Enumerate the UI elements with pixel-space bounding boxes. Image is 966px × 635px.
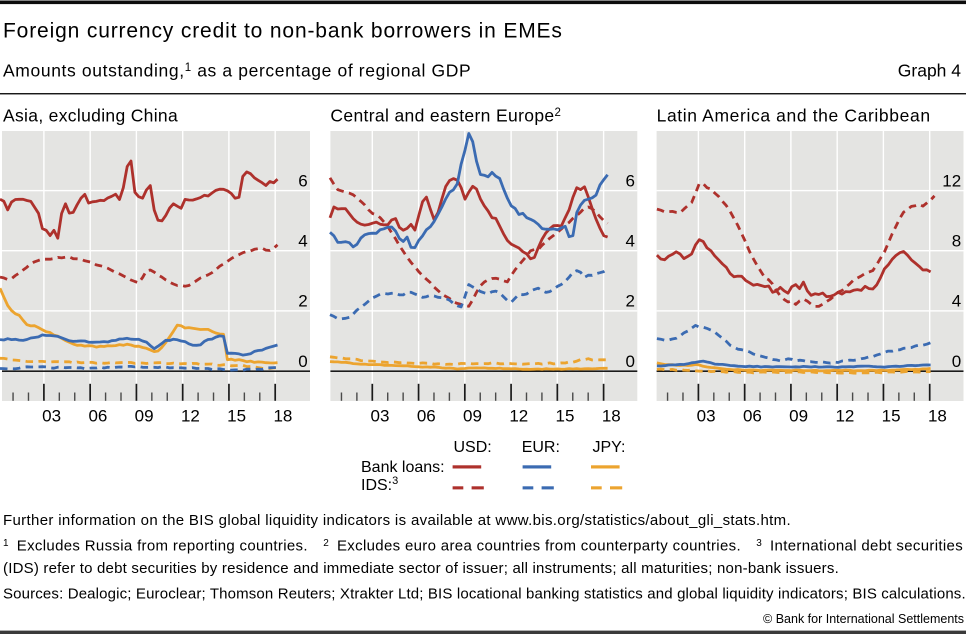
svg-text:03: 03 xyxy=(42,407,61,426)
svg-text:18: 18 xyxy=(602,407,621,426)
svg-text:12: 12 xyxy=(509,407,528,426)
svg-text:EUR:: EUR: xyxy=(522,439,560,456)
svg-text:12: 12 xyxy=(181,407,200,426)
svg-text:IDS:3: IDS:3 xyxy=(361,475,398,494)
svg-text:Bank loans:: Bank loans: xyxy=(361,459,445,476)
svg-text:15: 15 xyxy=(556,407,575,426)
svg-text:4: 4 xyxy=(298,232,307,251)
svg-text:Graph 4: Graph 4 xyxy=(898,60,961,80)
svg-text:0: 0 xyxy=(298,352,307,371)
svg-text:© Bank for International Settl: © Bank for International Settlements xyxy=(763,612,964,626)
svg-text:15: 15 xyxy=(882,407,901,426)
svg-text:(IDS) refer to debt securities: (IDS) refer to debt securities by reside… xyxy=(3,560,839,577)
svg-text:Asia, excluding China: Asia, excluding China xyxy=(3,106,178,126)
svg-text:Central and eastern Europe2: Central and eastern Europe2 xyxy=(330,106,561,126)
svg-text:1 Excludes Russia from reporti: 1 Excludes Russia from reporting countri… xyxy=(3,538,963,555)
svg-text:03: 03 xyxy=(371,407,390,426)
svg-text:18: 18 xyxy=(928,407,947,426)
svg-text:06: 06 xyxy=(417,407,436,426)
svg-text:6: 6 xyxy=(626,171,635,190)
svg-text:09: 09 xyxy=(135,407,154,426)
svg-text:0: 0 xyxy=(952,352,961,371)
svg-text:Latin America and the Caribbea: Latin America and the Caribbean xyxy=(657,106,931,126)
svg-text:6: 6 xyxy=(298,171,307,190)
svg-text:8: 8 xyxy=(952,232,961,251)
svg-text:15: 15 xyxy=(227,407,246,426)
svg-text:USD:: USD: xyxy=(454,439,492,456)
svg-text:4: 4 xyxy=(952,292,961,311)
svg-text:12: 12 xyxy=(835,407,854,426)
svg-text:12: 12 xyxy=(942,171,961,190)
svg-text:2: 2 xyxy=(626,292,635,311)
svg-text:09: 09 xyxy=(463,407,482,426)
svg-text:Amounts outstanding,1 as a per: Amounts outstanding,1 as a percentage of… xyxy=(3,60,471,80)
svg-text:06: 06 xyxy=(743,407,762,426)
svg-text:0: 0 xyxy=(626,352,635,371)
svg-text:03: 03 xyxy=(697,407,716,426)
svg-text:06: 06 xyxy=(88,407,107,426)
svg-text:JPY:: JPY: xyxy=(593,439,626,456)
svg-text:Sources: Dealogic; Euroclear;: Sources: Dealogic; Euroclear; Thomson Re… xyxy=(3,585,966,602)
svg-text:Foreign currency credit to non: Foreign currency credit to non-bank borr… xyxy=(3,19,563,42)
svg-text:2: 2 xyxy=(298,292,307,311)
svg-text:18: 18 xyxy=(273,407,292,426)
svg-text:09: 09 xyxy=(789,407,808,426)
svg-text:4: 4 xyxy=(626,232,635,251)
svg-text:Further information on the BIS: Further information on the BIS global li… xyxy=(3,512,791,529)
